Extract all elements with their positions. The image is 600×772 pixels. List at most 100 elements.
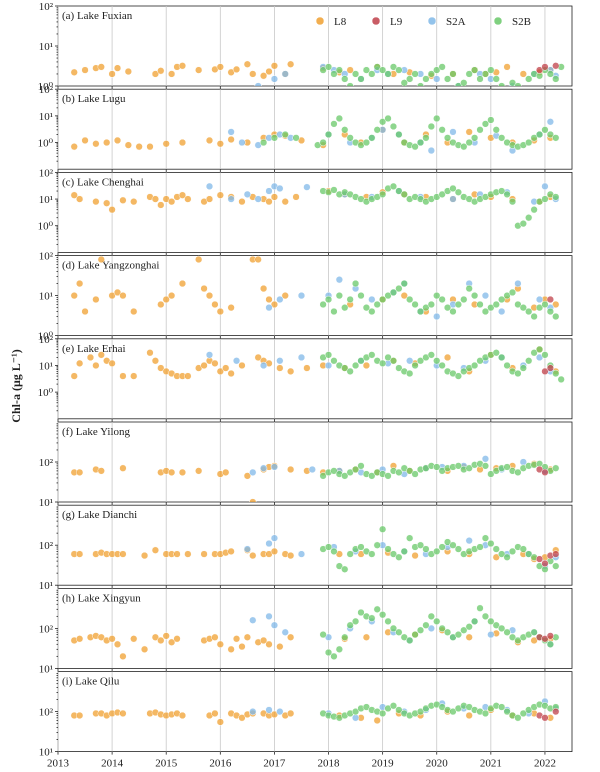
point-s2b bbox=[498, 295, 506, 304]
point-l8 bbox=[75, 550, 84, 558]
point-l8 bbox=[157, 636, 165, 645]
legend-marker-l8 bbox=[315, 16, 325, 26]
point-l8 bbox=[184, 372, 192, 380]
point-s2b bbox=[406, 534, 414, 542]
point-s2b bbox=[373, 541, 381, 549]
panel-4: 10⁰ 10¹ 10² (d) Lake Yangzonghai bbox=[38, 251, 573, 343]
point-s2a bbox=[270, 463, 279, 471]
point-s2b bbox=[552, 464, 560, 472]
y-tick-label: 10² bbox=[39, 334, 54, 346]
point-l8 bbox=[167, 291, 176, 300]
point-l8 bbox=[259, 636, 268, 645]
y-tick-label: 10¹ bbox=[39, 194, 53, 206]
point-s2b bbox=[373, 126, 381, 134]
point-l8 bbox=[249, 498, 257, 502]
panel-points bbox=[70, 345, 565, 384]
point-s2b bbox=[384, 291, 392, 300]
point-s2b bbox=[395, 187, 403, 195]
point-l8 bbox=[92, 361, 100, 370]
panel-9: 10¹ 10² (i) Lake Qilu bbox=[39, 671, 573, 759]
point-s2b bbox=[514, 82, 522, 86]
point-l8 bbox=[119, 652, 127, 661]
point-s2b bbox=[319, 472, 327, 480]
panel-points bbox=[70, 255, 560, 321]
legend-marker-s2b bbox=[493, 16, 503, 26]
point-s2b bbox=[406, 636, 414, 645]
point-s2b bbox=[498, 353, 506, 362]
point-l8 bbox=[259, 284, 268, 293]
point-l8 bbox=[108, 206, 116, 214]
point-l8 bbox=[552, 300, 560, 309]
point-l8 bbox=[227, 303, 235, 312]
point-s2b bbox=[362, 303, 371, 312]
point-s2b bbox=[449, 707, 457, 716]
point-s2b bbox=[319, 300, 327, 309]
point-s2b bbox=[416, 541, 425, 549]
legend-marker-l9 bbox=[371, 16, 381, 26]
point-s2b bbox=[535, 303, 544, 312]
point-l8 bbox=[287, 465, 295, 474]
point-s2b bbox=[443, 303, 452, 312]
point-l9 bbox=[535, 555, 544, 563]
point-l8 bbox=[119, 291, 127, 300]
point-l8 bbox=[238, 361, 246, 370]
point-s2b bbox=[546, 640, 555, 648]
point-s2b bbox=[508, 198, 517, 206]
point-s2b bbox=[433, 357, 441, 365]
point-s2b bbox=[346, 134, 354, 142]
legend-label-l9: L9 bbox=[390, 16, 403, 28]
legend-label-s2a: S2A bbox=[446, 16, 466, 28]
point-s2b bbox=[400, 547, 408, 556]
point-s2b bbox=[535, 345, 544, 354]
point-l8 bbox=[92, 198, 100, 206]
point-s2b bbox=[525, 550, 533, 558]
point-s2b bbox=[519, 364, 527, 372]
point-s2b bbox=[389, 357, 398, 365]
point-s2a bbox=[368, 295, 376, 304]
point-l8 bbox=[227, 547, 235, 556]
point-l8 bbox=[227, 645, 235, 653]
panel-frame bbox=[57, 171, 573, 253]
point-l8 bbox=[259, 72, 268, 80]
point-s2b bbox=[324, 295, 333, 304]
point-l8 bbox=[140, 551, 149, 560]
point-l8 bbox=[281, 291, 289, 300]
point-s2b bbox=[449, 184, 457, 193]
point-s2a bbox=[265, 303, 273, 312]
point-s2b bbox=[341, 472, 349, 480]
point-s2b bbox=[384, 353, 392, 362]
point-s2a bbox=[449, 128, 457, 136]
point-s2b bbox=[335, 291, 343, 300]
point-l8 bbox=[167, 198, 176, 206]
point-s2b bbox=[368, 134, 376, 142]
point-l8 bbox=[75, 635, 84, 643]
point-s2b bbox=[384, 472, 392, 480]
point-s2b bbox=[416, 626, 425, 634]
point-s2b bbox=[373, 300, 381, 309]
point-l8 bbox=[119, 372, 127, 380]
point-s2b bbox=[395, 468, 403, 477]
point-s2b bbox=[395, 706, 403, 714]
point-s2b bbox=[552, 75, 560, 83]
point-l9 bbox=[546, 632, 555, 640]
point-s2b bbox=[368, 550, 376, 558]
point-l8 bbox=[75, 711, 84, 720]
point-s2b bbox=[433, 66, 441, 74]
point-l8 bbox=[157, 67, 165, 75]
point-l8 bbox=[130, 635, 138, 643]
point-s2b bbox=[438, 361, 446, 370]
point-s2b bbox=[541, 195, 549, 203]
point-s2b bbox=[292, 134, 300, 142]
point-l8 bbox=[216, 63, 224, 71]
point-s2b bbox=[476, 300, 484, 309]
point-s2b bbox=[427, 122, 435, 131]
point-l8 bbox=[270, 547, 279, 556]
panel-title: (d) Lake Yangzonghai bbox=[62, 260, 159, 272]
point-s2b bbox=[341, 364, 349, 372]
point-s2b bbox=[492, 545, 500, 553]
point-l8 bbox=[292, 193, 300, 201]
point-s2a bbox=[433, 75, 441, 83]
point-s2b bbox=[525, 307, 533, 316]
point-l8 bbox=[216, 140, 224, 148]
point-l8 bbox=[167, 468, 176, 477]
